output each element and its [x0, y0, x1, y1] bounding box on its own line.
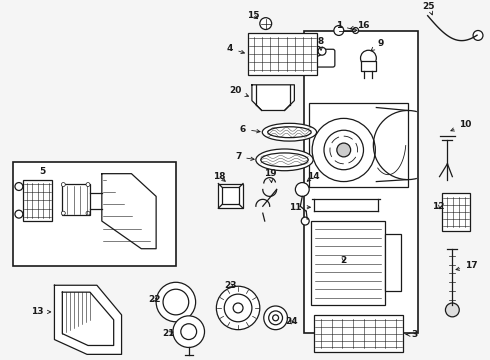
Circle shape — [353, 28, 359, 33]
Circle shape — [473, 31, 483, 40]
Ellipse shape — [261, 153, 308, 167]
Bar — [304, 31, 418, 333]
Circle shape — [334, 26, 344, 35]
Circle shape — [318, 47, 326, 55]
Circle shape — [324, 130, 364, 170]
Circle shape — [264, 306, 288, 330]
Circle shape — [312, 46, 322, 56]
Ellipse shape — [262, 123, 317, 141]
Circle shape — [233, 303, 243, 313]
Text: 3: 3 — [406, 330, 418, 339]
Polygon shape — [54, 285, 122, 354]
Circle shape — [86, 183, 90, 186]
Text: 2: 2 — [341, 256, 347, 265]
Circle shape — [15, 210, 23, 218]
Bar — [62, 184, 90, 215]
Text: 4: 4 — [227, 44, 245, 54]
Text: 12: 12 — [432, 202, 444, 211]
Text: 10: 10 — [451, 120, 472, 131]
Text: 16: 16 — [350, 21, 370, 30]
Circle shape — [61, 211, 65, 215]
Circle shape — [163, 289, 189, 315]
Bar — [309, 103, 408, 186]
Text: 11: 11 — [289, 203, 310, 212]
Text: 24: 24 — [285, 317, 298, 326]
Text: 13: 13 — [31, 307, 51, 316]
Text: 9: 9 — [371, 39, 384, 51]
Circle shape — [224, 294, 252, 322]
Bar — [222, 188, 239, 204]
Text: 25: 25 — [423, 2, 435, 15]
Bar — [219, 184, 243, 208]
Text: 6: 6 — [240, 125, 260, 134]
Circle shape — [295, 183, 309, 197]
Circle shape — [312, 118, 375, 181]
Circle shape — [361, 50, 376, 66]
Text: 21: 21 — [163, 329, 175, 338]
Text: 23: 23 — [224, 281, 237, 290]
Text: 22: 22 — [148, 294, 160, 303]
Polygon shape — [361, 61, 376, 71]
Polygon shape — [252, 85, 294, 111]
Text: 18: 18 — [213, 172, 225, 181]
Text: 17: 17 — [456, 261, 478, 270]
Circle shape — [260, 18, 271, 30]
Circle shape — [217, 286, 260, 330]
Bar — [248, 33, 317, 75]
Bar — [13, 162, 176, 266]
Text: 14: 14 — [307, 172, 319, 181]
Ellipse shape — [256, 149, 313, 171]
Text: 15: 15 — [246, 11, 259, 20]
Circle shape — [156, 282, 196, 322]
Circle shape — [301, 217, 309, 225]
Text: 20: 20 — [229, 86, 248, 96]
Text: 5: 5 — [40, 167, 46, 176]
Circle shape — [86, 211, 90, 215]
Circle shape — [445, 303, 459, 317]
Bar — [442, 193, 470, 231]
Bar — [23, 180, 52, 221]
Ellipse shape — [268, 127, 311, 138]
Bar — [311, 221, 385, 305]
Circle shape — [269, 311, 283, 325]
Circle shape — [337, 143, 351, 157]
Text: 8: 8 — [318, 37, 324, 50]
FancyBboxPatch shape — [309, 49, 335, 67]
Circle shape — [61, 183, 65, 186]
Polygon shape — [102, 174, 156, 249]
Bar — [314, 315, 403, 352]
Circle shape — [15, 183, 23, 190]
Text: 19: 19 — [265, 169, 277, 183]
Bar — [385, 234, 401, 291]
Text: 7: 7 — [235, 152, 254, 161]
Circle shape — [272, 315, 279, 321]
Text: 1: 1 — [336, 21, 357, 31]
Circle shape — [181, 324, 196, 339]
Circle shape — [173, 316, 204, 347]
